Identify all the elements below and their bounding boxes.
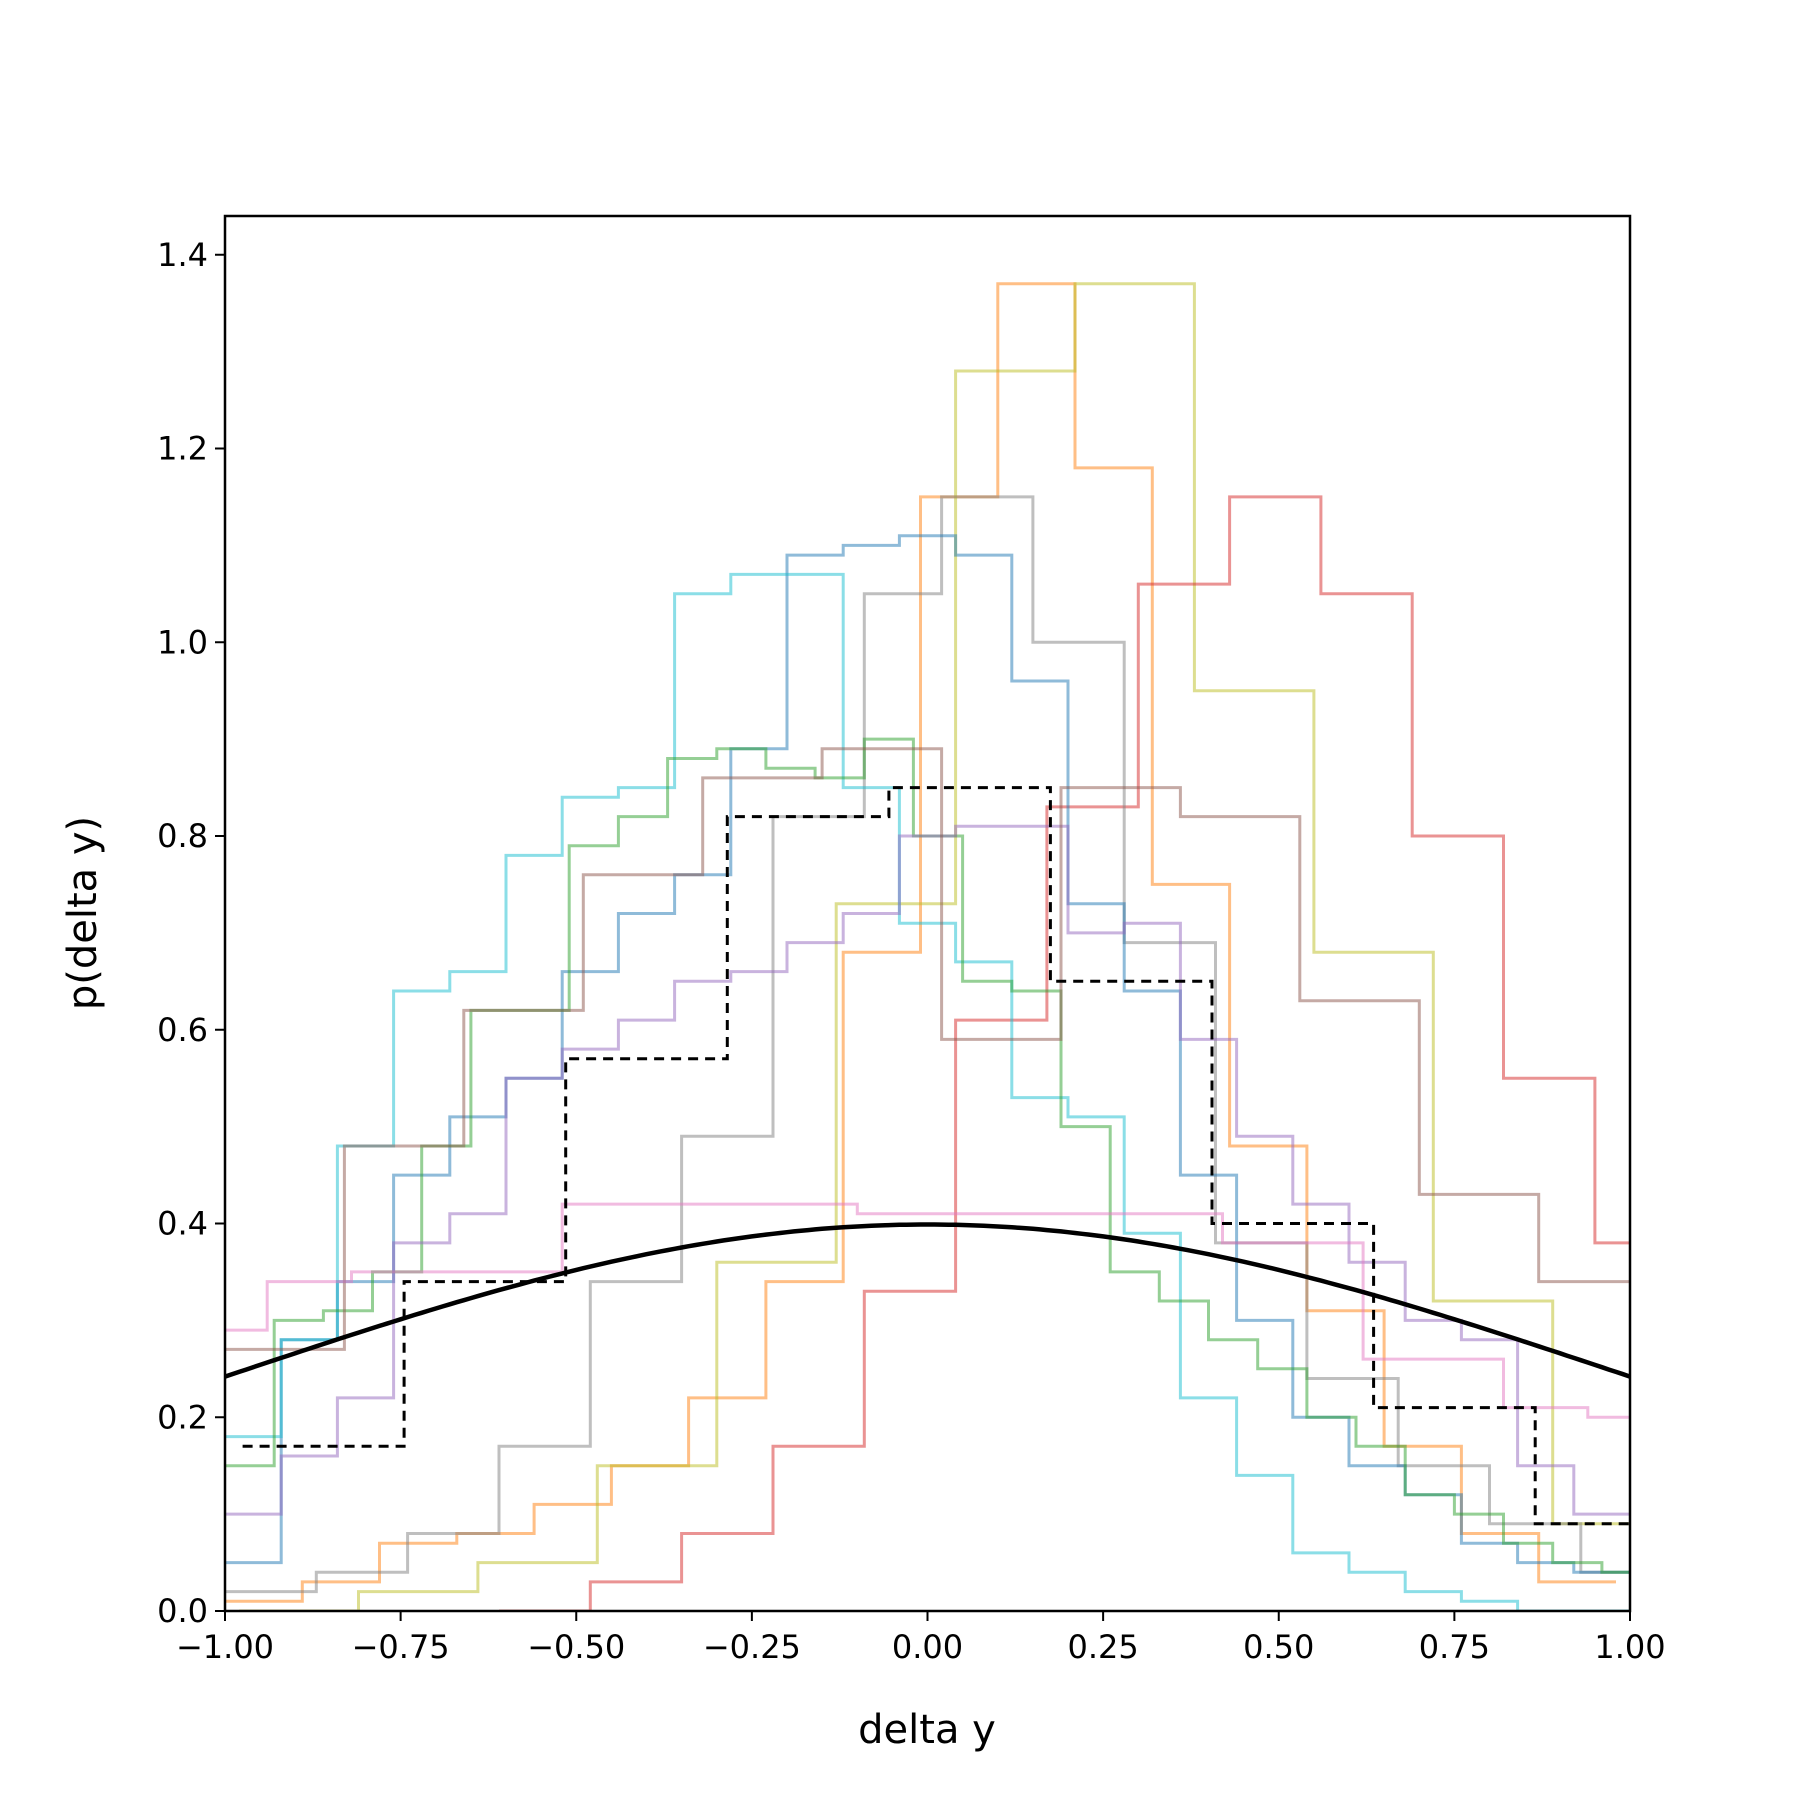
y-tick-label: 1.0 (157, 623, 208, 661)
histogram-series-5 (225, 534, 1630, 1574)
x-tick-label: −0.75 (352, 1628, 450, 1666)
x-tick-label: −1.00 (176, 1628, 274, 1666)
histogram-series-2 (239, 282, 1630, 1611)
histogram-series-6 (225, 572, 1630, 1611)
y-tick-label: 0.8 (157, 817, 208, 855)
histogram-series-8 (225, 824, 1630, 1516)
y-tick-label: 1.2 (157, 430, 208, 468)
x-tick-label: 0.00 (892, 1628, 963, 1666)
normal-pdf-curve (225, 1222, 1630, 1379)
x-tick-label: 0.25 (1068, 1628, 1139, 1666)
histogram-series-3 (499, 495, 1630, 1611)
histogram-series-1 (225, 282, 1616, 1603)
histogram-series-4 (225, 495, 1630, 1594)
x-tick-label: −0.50 (527, 1628, 625, 1666)
x-axis-ticks: −1.00 −0.75 −0.50 −0.25 0.00 0.25 0.50 0.75 1.00 (176, 1611, 1666, 1666)
x-axis-label: delta y (858, 1707, 996, 1753)
normal-curve (225, 1222, 1630, 1379)
histogram-series-9 (225, 747, 1630, 1351)
x-tick-label: 0.75 (1419, 1628, 1490, 1666)
y-axis-label: p(delta y) (60, 816, 106, 1010)
y-tick-label: 0.0 (157, 1592, 208, 1630)
y-tick-label: 0.2 (157, 1398, 208, 1436)
histogram-series (225, 282, 1630, 1611)
y-tick-label: 1.4 (157, 236, 208, 274)
histogram-series-7 (225, 737, 1630, 1574)
y-tick-label: 0.4 (157, 1205, 208, 1243)
y-axis-ticks: 0.0 0.2 0.4 0.6 0.8 1.0 1.2 1.4 (157, 236, 225, 1630)
x-tick-label: 1.00 (1594, 1628, 1665, 1666)
y-tick-label: 0.6 (157, 1011, 208, 1049)
x-tick-label: −0.25 (703, 1628, 801, 1666)
x-tick-label: 0.50 (1243, 1628, 1314, 1666)
